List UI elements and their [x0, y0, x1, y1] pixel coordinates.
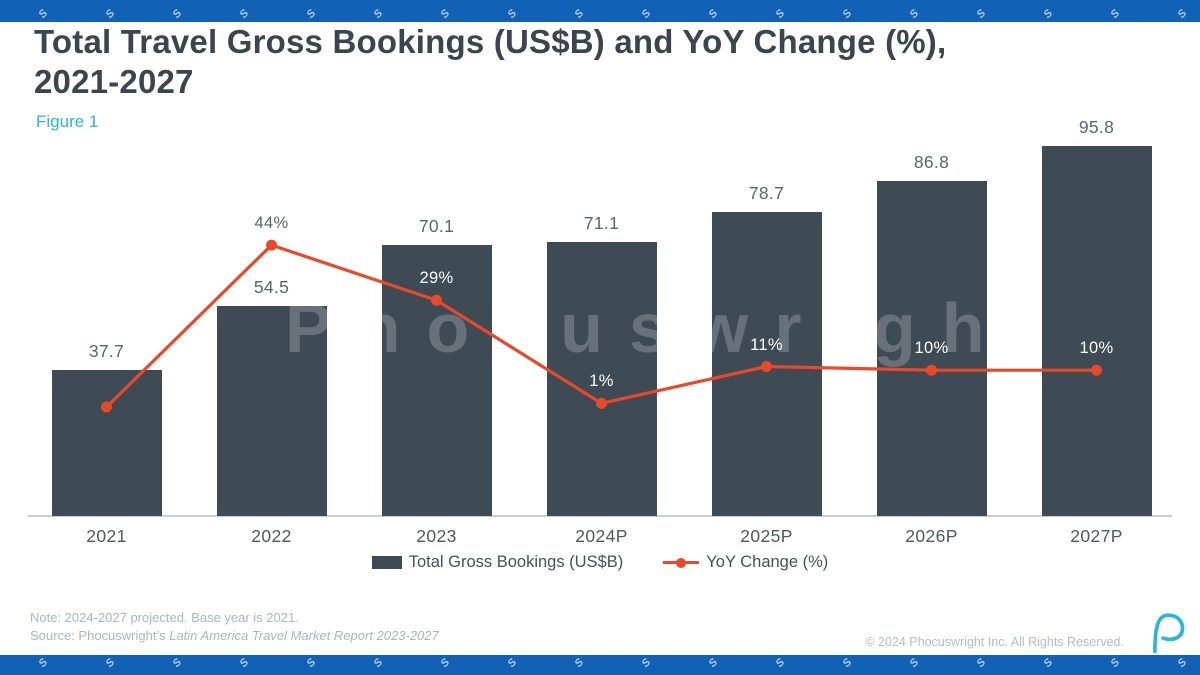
bar-2021	[51, 370, 162, 516]
strip-watermark-glyph: S	[237, 656, 252, 670]
x-axis-line	[28, 515, 1172, 517]
bar-value-label-2027P: 95.8	[1078, 117, 1115, 138]
yoy-label-2026P: 10%	[914, 339, 949, 358]
bar-2023	[381, 245, 492, 516]
figure-label: Figure 1	[36, 112, 99, 131]
legend-label-yoy-change: YoY Change (%)	[706, 553, 829, 571]
legend-item-yoy-change: YoY Change (%)	[663, 553, 828, 572]
bar-2022	[216, 305, 327, 516]
bar-value-label-2022: 54.5	[253, 276, 290, 297]
strip-watermark-glyph: S	[103, 656, 118, 670]
strip-watermark-glyph: S	[36, 7, 51, 21]
yoy-label-2025P: 11%	[750, 335, 783, 354]
strip-watermark-glyph: S	[103, 7, 118, 21]
x-axis-label-2025P: 2025P	[740, 526, 793, 546]
strip-watermark-glyph: S	[572, 656, 587, 670]
x-axis-label-2027P: 2027P	[1070, 526, 1123, 546]
yoy-point-2021	[101, 401, 112, 413]
footnotes: Note: 2024-2027 projected. Base year is …	[30, 609, 439, 645]
strip-watermark-glyph: S	[170, 656, 185, 670]
bar-value-label-2024P: 71.1	[583, 212, 620, 233]
strip-watermark-glyph: S	[773, 7, 788, 21]
x-axis-label-2026P: 2026P	[905, 526, 958, 546]
source-prefix: Source: Phocuswright’s	[30, 628, 170, 643]
strip-watermark-glyph: S	[36, 656, 51, 670]
chart-legend: Total Gross Bookings (US$B) YoY Change (…	[0, 553, 1200, 572]
bar-value-label-2023: 70.1	[418, 216, 455, 237]
strip-watermark-glyph: S	[371, 7, 386, 21]
yoy-point-2027P	[1091, 364, 1102, 376]
yoy-label-2027P: 10%	[1079, 339, 1114, 358]
legend-label-gross-bookings: Total Gross Bookings (US$B)	[408, 553, 624, 571]
strip-watermark-glyph: S	[639, 7, 654, 21]
page-title: Total Travel Gross Bookings (US$B) and Y…	[34, 22, 1174, 102]
bar-2026P	[876, 180, 987, 516]
x-axis-label-2022: 2022	[251, 526, 292, 546]
strip-watermark-glyph: S	[1175, 7, 1190, 21]
yoy-point-2026P	[926, 364, 937, 376]
phocuswright-logo-icon	[1153, 613, 1185, 654]
x-axis-label-2021: 2021	[86, 526, 127, 546]
strip-watermark-glyph: S	[170, 7, 185, 21]
line-marker-icon	[663, 557, 700, 568]
strip-watermark-glyph: S	[304, 7, 319, 21]
yoy-point-2025P	[761, 361, 772, 373]
x-axis-label-2024P: 2024P	[575, 526, 628, 546]
strip-watermark-glyph: S	[505, 656, 520, 670]
yoy-label-2023: 29%	[419, 269, 454, 288]
yoy-label-2022: 44%	[254, 214, 289, 233]
strip-watermark-glyph: S	[1041, 656, 1056, 670]
strip-watermark-glyph: S	[706, 7, 721, 21]
note-line: Note: 2024-2027 projected. Base year is …	[30, 610, 299, 625]
yoy-point-2024P	[596, 397, 607, 409]
strip-watermark-glyph: S	[1175, 656, 1190, 670]
bar-swatch-icon	[371, 556, 402, 569]
strip-watermark-glyph: S	[237, 7, 252, 21]
strip-watermark-glyph: S	[371, 656, 386, 670]
strip-watermark-glyph: S	[1108, 7, 1123, 21]
strip-watermark-glyph: S	[1041, 7, 1056, 21]
x-axis-label-2023: 2023	[416, 526, 457, 546]
strip-watermark-glyph: S	[907, 656, 922, 670]
strip-watermark-glyph: S	[438, 656, 453, 670]
strip-watermark-glyph: S	[773, 656, 788, 670]
strip-watermark-glyph: S	[438, 7, 453, 21]
strip-watermark-glyph: S	[639, 656, 654, 670]
copyright-text: © 2024 Phocuswright Inc. All Rights Rese…	[865, 635, 1124, 649]
strip-watermark-glyph: S	[840, 7, 855, 21]
strip-watermark-glyph: S	[1108, 656, 1123, 670]
bar-value-label-2026P: 86.8	[913, 151, 950, 172]
yoy-point-2022	[266, 239, 277, 251]
strip-watermark-glyph: S	[974, 656, 989, 670]
title-line-2: 2021-2027	[34, 63, 194, 100]
strip-watermark-glyph: S	[572, 7, 587, 21]
bar-value-label-2025P: 78.7	[748, 183, 785, 204]
strip-watermark-glyph: S	[706, 656, 721, 670]
bar-value-label-2021: 37.7	[88, 341, 125, 362]
strip-watermark-glyph: S	[840, 656, 855, 670]
bar-2027P	[1041, 146, 1152, 516]
strip-watermark-glyph: S	[907, 7, 922, 21]
title-line-1: Total Travel Gross Bookings (US$B) and Y…	[34, 23, 947, 60]
yoy-label-2024P: 1%	[589, 372, 614, 391]
strip-watermark-glyph: S	[304, 656, 319, 670]
strip-watermark-glyph: S	[974, 7, 989, 21]
source-line: Source: Phocuswright’s Latin America Tra…	[30, 627, 439, 645]
strip-watermark-glyph: S	[505, 7, 520, 21]
source-report-title: Latin America Travel Market Report 2023-…	[169, 628, 439, 643]
yoy-point-2023	[431, 294, 442, 306]
legend-item-gross-bookings: Total Gross Bookings (US$B)	[371, 553, 624, 572]
